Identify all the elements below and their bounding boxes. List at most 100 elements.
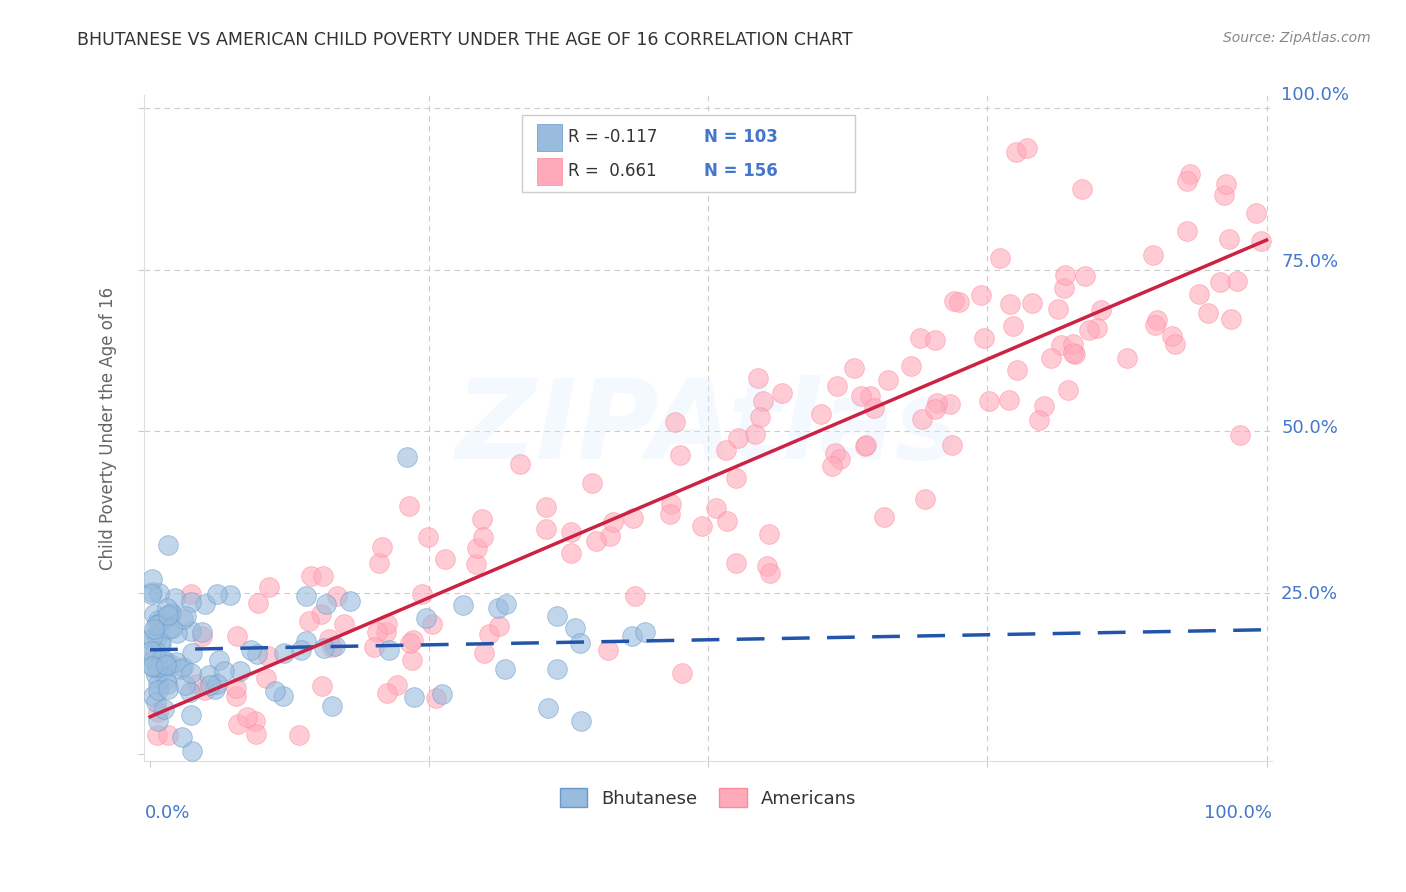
Point xyxy=(825,378,848,392)
Point xyxy=(149,635,172,649)
Point xyxy=(204,681,226,696)
Point xyxy=(1175,174,1198,188)
Point xyxy=(1229,428,1251,442)
Point xyxy=(145,668,167,682)
Point xyxy=(1115,351,1137,366)
Point xyxy=(363,640,385,654)
Point xyxy=(1039,351,1062,365)
Point xyxy=(758,527,780,541)
Point xyxy=(225,629,247,643)
Point xyxy=(290,643,312,657)
Point xyxy=(143,644,166,658)
Point xyxy=(375,685,398,699)
Point xyxy=(235,710,257,724)
Point xyxy=(139,643,162,657)
Point xyxy=(339,594,361,608)
Point xyxy=(169,662,191,676)
Point xyxy=(747,371,769,385)
Point xyxy=(205,677,228,691)
Text: 75.0%: 75.0% xyxy=(1281,252,1339,271)
Point xyxy=(146,677,169,691)
Point xyxy=(146,659,169,673)
Point xyxy=(486,601,509,615)
Point xyxy=(156,677,179,691)
Point xyxy=(186,677,208,691)
Point xyxy=(1062,336,1084,351)
Point xyxy=(748,410,770,425)
Point xyxy=(148,657,170,672)
Point xyxy=(1226,274,1249,288)
Point xyxy=(1071,182,1094,196)
Point xyxy=(243,714,266,728)
Text: BHUTANESE VS AMERICAN CHILD POVERTY UNDER THE AGE OF 16 CORRELATION CHART: BHUTANESE VS AMERICAN CHILD POVERTY UNDE… xyxy=(77,31,853,49)
Point xyxy=(620,629,643,643)
Point xyxy=(226,717,249,731)
Point xyxy=(690,519,713,533)
Point xyxy=(180,595,202,609)
Point xyxy=(1015,141,1038,155)
Point xyxy=(420,616,443,631)
Point xyxy=(862,401,884,415)
Point xyxy=(311,679,333,693)
Point xyxy=(509,457,531,471)
Point xyxy=(855,438,877,452)
Text: Source: ZipAtlas.com: Source: ZipAtlas.com xyxy=(1223,31,1371,45)
Point xyxy=(941,438,963,452)
Point xyxy=(194,683,217,698)
Text: N = 103: N = 103 xyxy=(704,128,778,146)
Point xyxy=(166,625,188,640)
Point xyxy=(877,373,900,387)
Point xyxy=(318,632,340,646)
Point xyxy=(148,616,170,631)
Point xyxy=(1142,247,1164,261)
Point xyxy=(139,587,162,601)
Point xyxy=(157,538,180,552)
Point xyxy=(938,397,960,411)
Point xyxy=(165,656,187,670)
Point xyxy=(156,600,179,615)
Point xyxy=(180,707,202,722)
Point xyxy=(375,617,398,632)
Point xyxy=(141,630,163,644)
Point xyxy=(658,508,681,522)
Point xyxy=(174,678,197,692)
Point xyxy=(1005,145,1028,159)
Point xyxy=(1053,268,1076,282)
Text: 50.0%: 50.0% xyxy=(1281,419,1339,437)
Point xyxy=(1220,311,1243,326)
Point xyxy=(239,643,262,657)
Point xyxy=(375,625,398,640)
Point xyxy=(225,689,247,703)
Point xyxy=(1028,413,1050,427)
Point xyxy=(141,573,163,587)
Point xyxy=(401,653,423,667)
Point xyxy=(312,640,335,655)
Point xyxy=(246,647,269,661)
Point xyxy=(465,541,488,556)
Point xyxy=(191,629,214,643)
Point xyxy=(153,702,176,716)
Point xyxy=(585,533,607,548)
Point xyxy=(716,514,738,528)
Point xyxy=(1033,399,1056,413)
Point xyxy=(770,386,793,401)
Point xyxy=(212,664,235,678)
Point xyxy=(859,389,882,403)
Point xyxy=(321,640,343,654)
FancyBboxPatch shape xyxy=(537,158,561,185)
Point xyxy=(596,643,619,657)
Point xyxy=(755,176,778,190)
FancyBboxPatch shape xyxy=(522,115,855,192)
Point xyxy=(145,696,167,710)
Text: ZIPAtlas: ZIPAtlas xyxy=(456,375,962,482)
Point xyxy=(1053,281,1076,295)
Point xyxy=(478,627,501,641)
Point xyxy=(411,587,433,601)
Point xyxy=(311,568,333,582)
Point xyxy=(377,643,399,657)
Point xyxy=(828,451,851,466)
Point xyxy=(495,597,517,611)
Text: 0.0%: 0.0% xyxy=(145,804,190,822)
Point xyxy=(581,475,603,490)
Point xyxy=(724,556,747,570)
